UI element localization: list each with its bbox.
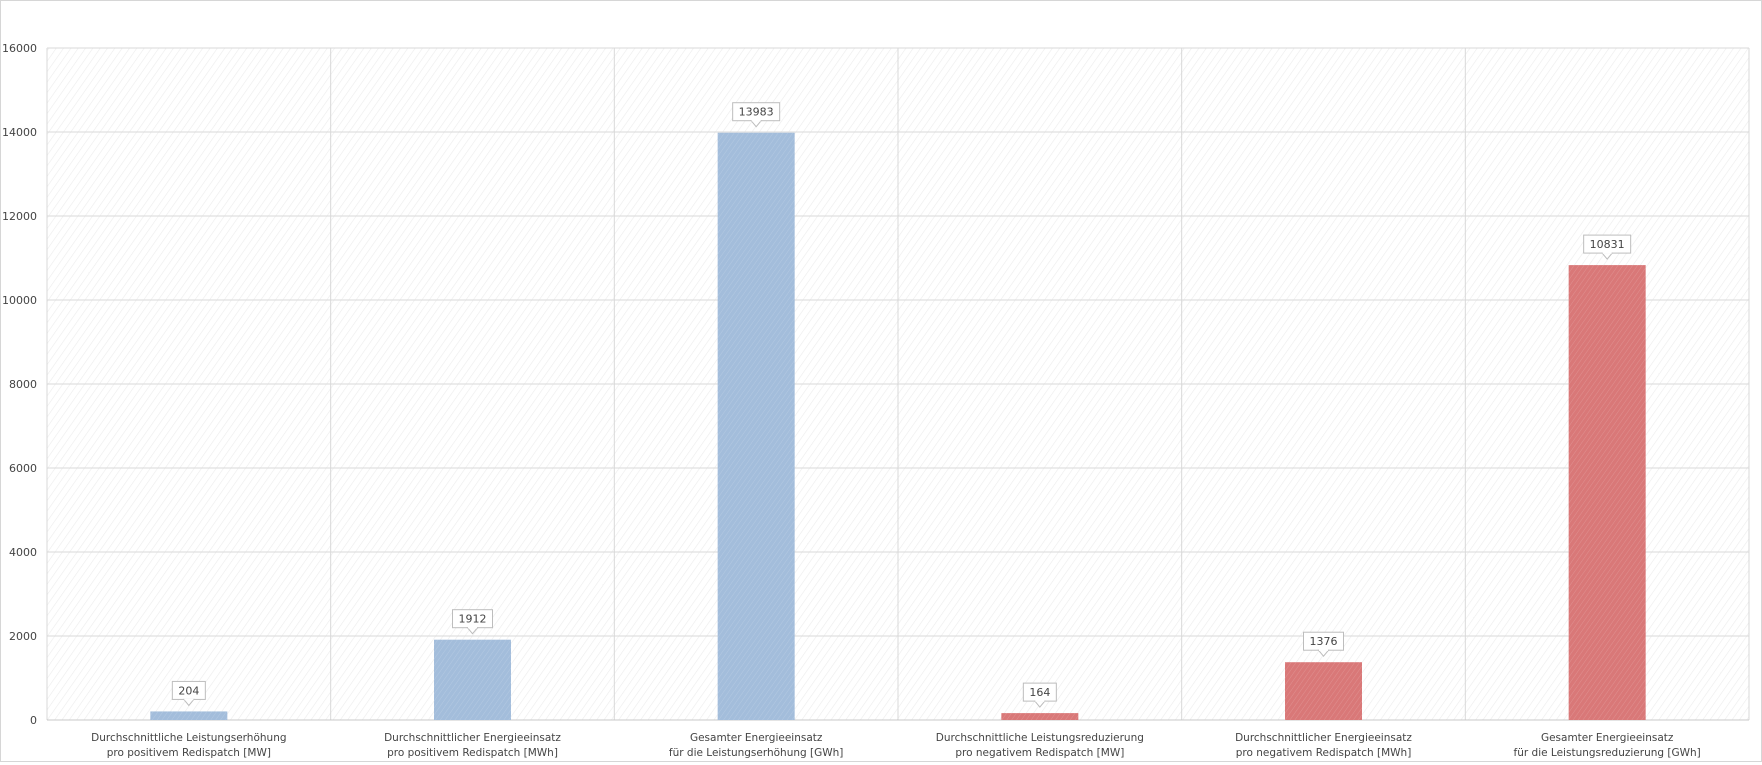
data-label-text: 164 (1029, 686, 1050, 699)
y-tick-label: 14000 (2, 126, 37, 139)
bars (150, 132, 1646, 721)
y-tick-label: 16000 (2, 42, 37, 55)
data-label-text: 204 (178, 684, 199, 697)
grid-lines (46, 47, 1750, 721)
bar-texture (1285, 662, 1362, 720)
x-tick-label: Durchschnittliche Leistungsreduzierung (936, 732, 1144, 744)
y-tick-label: 2000 (9, 630, 37, 643)
x-tick-label: für die Leistungsreduzierung [GWh] (1514, 747, 1701, 759)
data-label-text: 13983 (739, 106, 774, 119)
y-tick-label: 6000 (9, 462, 37, 475)
x-tick-label: für die Leistungserhöhung [GWh] (669, 747, 843, 759)
x-tick-label: pro positivem Redispatch [MW] (107, 747, 271, 759)
x-tick-label: Durchschnittlicher Energieeinsatz (384, 732, 561, 744)
data-label: 164 (1022, 682, 1057, 708)
data-label: 1376 (1303, 631, 1344, 657)
x-tick-label: Gesamter Energieeinsatz (1541, 732, 1674, 744)
bar-texture (1001, 713, 1079, 720)
data-label: 204 (171, 680, 206, 707)
y-axis: 0 2000 4000 6000 8000 10000 12000 14000 16000 (2, 42, 37, 727)
x-tick-label: Durchschnittlicher Energieeinsatz (1235, 732, 1412, 744)
bar-texture (717, 132, 795, 721)
x-tick-label: Durchschnittliche Leistungserhöhung (91, 732, 286, 744)
data-label: 10831 (1583, 234, 1632, 260)
data-labels: 204 1912 13983 164 1376 10831 (171, 102, 1632, 708)
x-axis: Durchschnittliche Leistungserhöhung pro p… (91, 732, 1701, 759)
y-tick-label: 8000 (9, 378, 37, 391)
bar-texture (434, 639, 511, 720)
data-label-text: 10831 (1590, 238, 1625, 251)
x-tick-label: pro negativem Redispatch [MWh] (1236, 747, 1412, 759)
x-tick-label: pro positivem Redispatch [MWh] (387, 747, 558, 759)
data-label-text: 1376 (1310, 635, 1338, 648)
y-tick-label: 4000 (9, 546, 37, 559)
x-tick-label: Gesamter Energieeinsatz (690, 732, 823, 744)
y-tick-label: 10000 (2, 294, 37, 307)
y-tick-label: 12000 (2, 210, 37, 223)
bar-texture (1568, 265, 1646, 720)
data-label-text: 1912 (459, 613, 487, 626)
data-label: 13983 (732, 102, 781, 128)
bar-texture (150, 711, 228, 720)
data-label: 1912 (452, 609, 493, 635)
x-tick-label: pro negativem Redispatch [MW] (955, 747, 1124, 759)
y-tick-label: 0 (30, 714, 37, 727)
